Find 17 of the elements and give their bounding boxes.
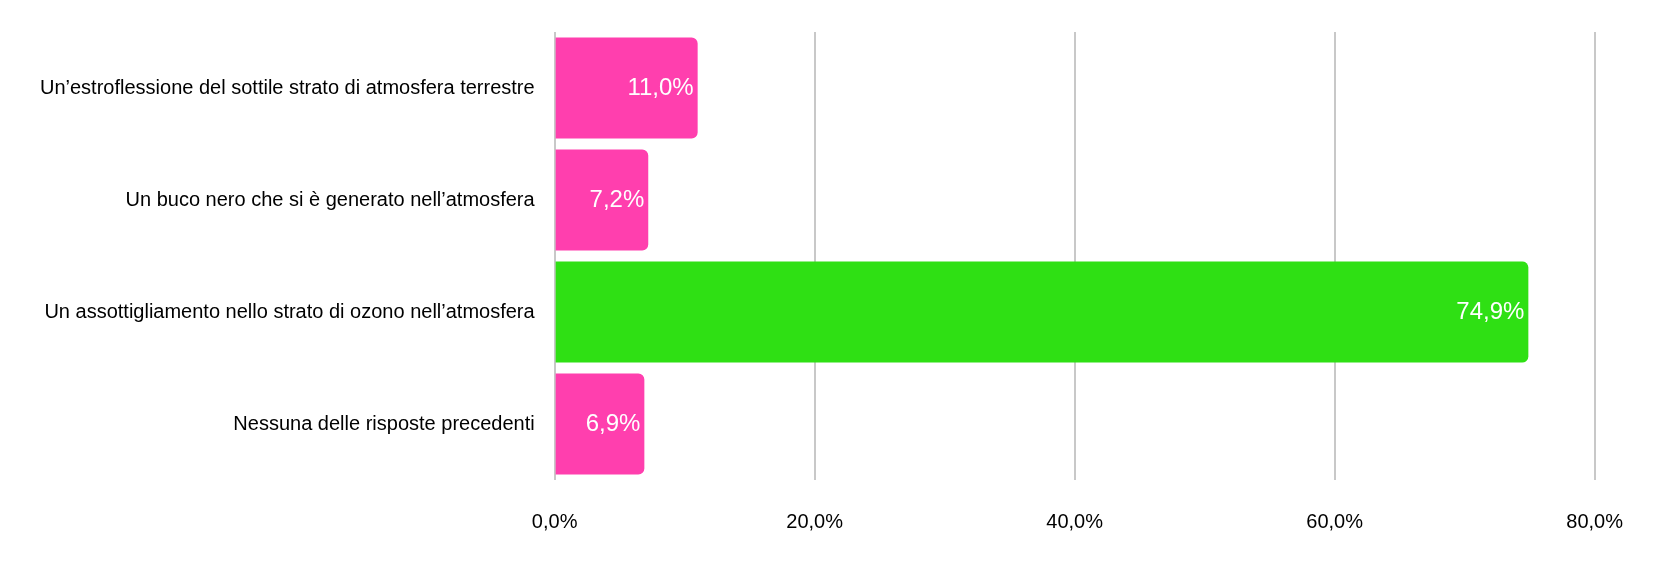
bar xyxy=(555,261,1529,363)
y-tick-label: Un buco nero che si è generato nell’atmosfera xyxy=(125,187,536,210)
x-tick-label: 40,0% xyxy=(1046,509,1104,532)
x-tick-label: 60,0% xyxy=(1306,509,1364,532)
bar xyxy=(555,149,649,251)
y-tick-label: Un’estroflessione del sottile strato di atmosfera terrestre xyxy=(39,75,535,98)
x-tick-label: 0,0% xyxy=(531,509,578,532)
data-label: 74,9% xyxy=(1456,296,1525,324)
y-tick-label: Nessuna delle risposte precedenti xyxy=(233,411,535,434)
data-label: 7,2% xyxy=(589,184,645,212)
x-tick-label: 80,0% xyxy=(1566,509,1624,532)
data-label: 6,9% xyxy=(585,408,641,436)
data-label: 11,0% xyxy=(627,72,694,100)
bar xyxy=(555,37,698,139)
y-tick-label: Un assottigliamento nello strato di ozono nell’atmosfera xyxy=(44,299,536,322)
bar xyxy=(555,373,645,475)
x-tick-label: 20,0% xyxy=(786,509,844,532)
